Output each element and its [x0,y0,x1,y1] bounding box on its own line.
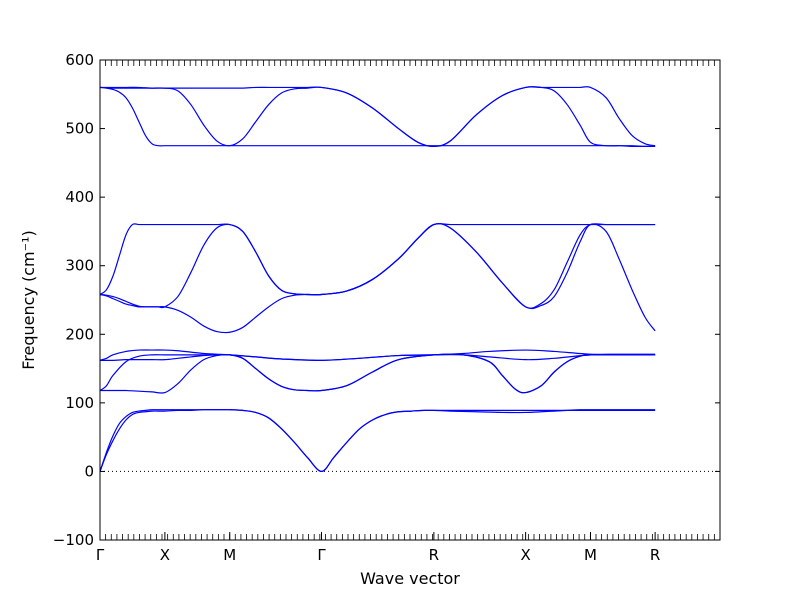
x-tick-label: R [429,546,439,564]
branch-12 [100,86,656,148]
y-axis-label: Frequency (cm⁻¹) [19,230,38,369]
y-tick-label: 300 [65,257,94,275]
x-tick-label: R [650,546,660,564]
x-tick-label: M [223,546,236,564]
y-tick-label: 500 [65,120,94,138]
x-tick-label: X [520,546,530,564]
x-tick-label: Γ [96,546,105,564]
y-tick-label: 600 [65,51,94,69]
x-tick-label: Γ [317,546,326,564]
y-tick-label: 0 [84,462,94,480]
y-axis-ticks: −100 0 100 200 300 400 500 600 [53,51,720,549]
x-axis-label: Wave vector [360,569,460,588]
dispersion-branches [100,86,656,473]
branch-4 [100,353,656,394]
branch-9 [100,223,656,309]
branch-10 [100,86,656,148]
y-tick-label: −100 [53,531,94,549]
branch-2 [100,409,656,473]
branch-6 [100,349,656,361]
y-tick-label: 200 [65,325,94,343]
x-tick-label: X [160,546,170,564]
x-tick-label: M [584,546,597,564]
y-tick-label: 100 [65,394,94,412]
y-tick-label: 400 [65,188,94,206]
plot-area: −100 0 100 200 300 400 500 600 Γ X M Γ R X M R [53,51,721,564]
